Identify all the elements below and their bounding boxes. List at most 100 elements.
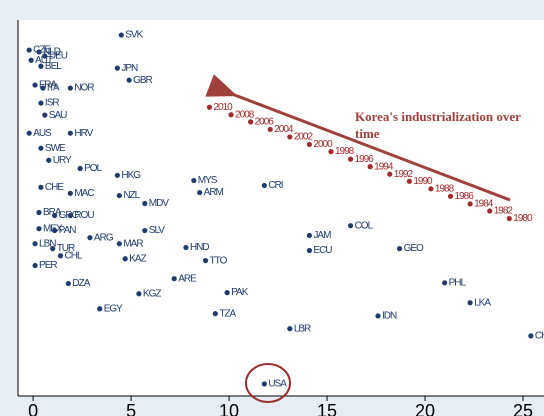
point-label: LBN bbox=[39, 238, 56, 249]
point bbox=[447, 193, 454, 199]
point-label: NOR bbox=[74, 83, 94, 94]
point bbox=[228, 112, 234, 118]
point bbox=[197, 189, 203, 196]
point bbox=[287, 326, 293, 332]
point-label: KAZ bbox=[129, 253, 146, 264]
point-label: 1984 bbox=[474, 199, 494, 210]
point-label: AUT bbox=[35, 55, 53, 66]
point-label: COL bbox=[355, 220, 374, 231]
point bbox=[36, 49, 42, 55]
point-label: POL bbox=[84, 163, 102, 174]
point-label: EGY bbox=[104, 303, 123, 314]
point-label: GEO bbox=[404, 243, 424, 254]
point bbox=[261, 182, 267, 189]
point-label: AUS bbox=[33, 128, 52, 139]
point-label: DZA bbox=[72, 278, 90, 289]
plot-area bbox=[18, 20, 544, 396]
point-label: PAN bbox=[59, 225, 77, 236]
point-label: JPN bbox=[121, 63, 138, 74]
point-label: MDV bbox=[149, 198, 170, 209]
point bbox=[467, 300, 473, 306]
point bbox=[487, 208, 493, 214]
point-label: 1988 bbox=[435, 183, 455, 194]
point bbox=[38, 145, 44, 151]
point-label: SWE bbox=[45, 143, 66, 154]
point-label: IDN bbox=[382, 311, 397, 322]
point-label: ROU bbox=[74, 210, 94, 221]
x-tick-label: 5 bbox=[126, 401, 136, 416]
point bbox=[77, 165, 83, 172]
point bbox=[122, 256, 128, 262]
point-label: HRV bbox=[74, 128, 93, 139]
point bbox=[328, 149, 334, 155]
point-label: MYS bbox=[198, 175, 218, 186]
x-tick-label: 25 bbox=[513, 401, 533, 416]
point bbox=[428, 186, 434, 192]
point bbox=[142, 200, 148, 207]
point bbox=[67, 190, 73, 196]
point bbox=[442, 280, 448, 286]
point bbox=[406, 178, 412, 184]
point bbox=[306, 232, 313, 239]
point-label: LKA bbox=[474, 297, 491, 308]
point bbox=[171, 276, 177, 282]
x-tick-label: 10 bbox=[219, 401, 239, 416]
point-label: MAR bbox=[123, 238, 143, 249]
point bbox=[212, 311, 218, 317]
point bbox=[306, 247, 313, 254]
point bbox=[375, 313, 381, 319]
point bbox=[38, 63, 44, 69]
point-label: 1986 bbox=[455, 191, 475, 202]
annotation-box: Korea's industrialization over time bbox=[355, 109, 521, 141]
point-label: ARE bbox=[178, 273, 197, 284]
point-label: CHE bbox=[45, 182, 64, 193]
highlight-circle bbox=[245, 363, 291, 403]
point-label: 1982 bbox=[494, 206, 514, 217]
point-label: HND bbox=[190, 242, 209, 253]
point-label: 1996 bbox=[355, 154, 375, 165]
point-label: DEU bbox=[49, 51, 68, 62]
point-label: USA bbox=[268, 379, 287, 390]
point-label: TUR bbox=[57, 243, 75, 254]
point bbox=[114, 172, 120, 178]
point-label: FRA bbox=[39, 80, 57, 91]
point bbox=[32, 82, 38, 88]
point bbox=[26, 47, 32, 53]
point bbox=[67, 212, 73, 219]
point-label: 2004 bbox=[274, 124, 294, 135]
point-label: 1990 bbox=[413, 176, 433, 187]
point-label: 2002 bbox=[294, 132, 314, 143]
point bbox=[202, 258, 209, 264]
point bbox=[347, 223, 354, 229]
point-label: LBR bbox=[294, 323, 311, 334]
point-label: NZL bbox=[123, 190, 140, 201]
x-tick-label: 15 bbox=[317, 401, 337, 416]
point bbox=[67, 85, 73, 91]
point-label: NLD bbox=[43, 47, 61, 58]
point-label: URY bbox=[53, 155, 72, 166]
point bbox=[387, 171, 393, 177]
point-label: 2006 bbox=[255, 117, 275, 128]
point bbox=[528, 333, 534, 339]
point-label: ARM bbox=[204, 187, 224, 198]
point bbox=[32, 262, 38, 269]
point bbox=[114, 65, 120, 71]
point bbox=[116, 192, 122, 199]
point-label: PAK bbox=[231, 287, 249, 298]
point-label: MAC bbox=[74, 188, 94, 199]
point bbox=[396, 246, 403, 252]
point bbox=[191, 177, 197, 184]
point bbox=[506, 215, 512, 222]
point-label: KGZ bbox=[143, 288, 161, 299]
point bbox=[50, 246, 56, 252]
point-label: CZE bbox=[33, 45, 51, 56]
point bbox=[183, 244, 189, 251]
point bbox=[36, 209, 42, 216]
x-tick-label: 0 bbox=[28, 401, 38, 416]
point-label: ECU bbox=[313, 245, 332, 256]
point bbox=[97, 306, 103, 312]
point bbox=[467, 201, 473, 207]
point bbox=[367, 164, 373, 170]
point bbox=[347, 156, 354, 162]
